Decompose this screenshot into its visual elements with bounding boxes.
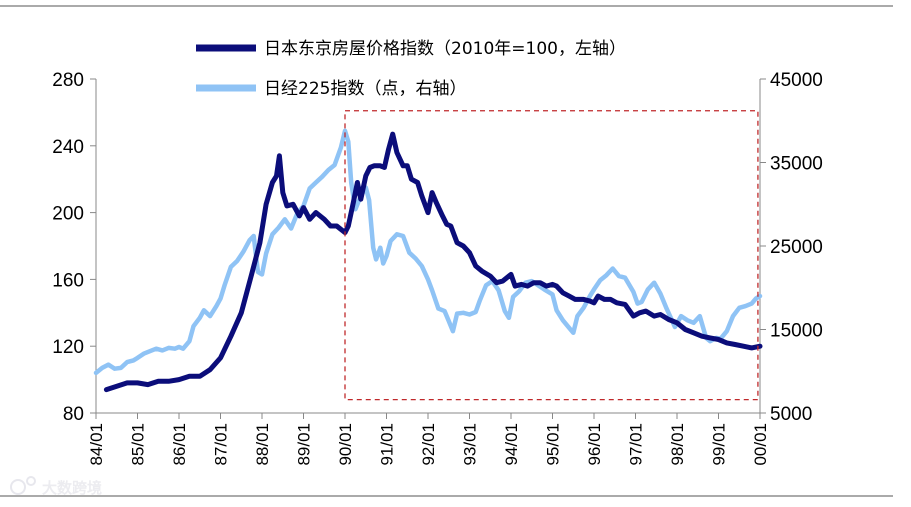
- x-axis-tick-label: 85/01: [129, 423, 148, 466]
- right-axis-tick-label: 35000: [770, 154, 823, 175]
- x-axis-tick-label: 87/01: [212, 423, 231, 466]
- watermark-logo-dot-icon: [26, 476, 36, 486]
- right-axis-tick-label: 15000: [770, 321, 823, 342]
- left-axis-tick-label: 240: [52, 137, 84, 158]
- x-axis-tick-label: 95/01: [544, 423, 563, 466]
- series-line-nikkei225: [93, 128, 763, 376]
- x-axis-tick-label: 96/01: [585, 423, 604, 466]
- right-axis-tick-label: 5000: [770, 404, 812, 425]
- right-axis-tick-label: 45000: [770, 70, 823, 91]
- watermark-text: 大数跨境: [42, 479, 102, 497]
- left-axis-tick-label: 120: [52, 337, 84, 358]
- x-axis-tick-label: 84/01: [87, 423, 106, 466]
- watermark-logo-icon: [10, 479, 26, 495]
- legend: 日本东京房屋价格指数（2010年=100，左轴） 日经225指数（点，右轴）: [196, 39, 626, 99]
- right-axis-tick-label: 25000: [770, 237, 823, 258]
- legend-label-nikkei225: 日经225指数（点，右轴）: [264, 79, 466, 99]
- x-axis-tick-label: 91/01: [378, 423, 397, 466]
- watermark: 大数跨境: [10, 476, 102, 497]
- x-axis-tick-label: 93/01: [461, 423, 480, 466]
- left-axis-tick-label: 200: [52, 204, 84, 225]
- left-axis-tick-label: 80: [63, 404, 84, 425]
- left-axis-tick-label: 280: [52, 70, 84, 91]
- x-axis-tick-label: 00/01: [751, 423, 770, 466]
- x-axis-tick-label: 86/01: [170, 423, 189, 466]
- legend-label-tokyo-housing: 日本东京房屋价格指数（2010年=100，左轴）: [264, 39, 626, 59]
- plot-area: [93, 110, 763, 401]
- x-axis-tick-label: 99/01: [710, 423, 729, 466]
- x-axis-tick-label: 88/01: [253, 423, 272, 466]
- x-axis-tick-label: 98/01: [668, 423, 687, 466]
- axes: 80 120 160 200 240 280 5000 15000 25000 35000 4500…: [52, 70, 823, 466]
- left-axis-tick-label: 160: [52, 270, 84, 291]
- x-axis-tick-label: 92/01: [419, 423, 438, 466]
- x-axis-tick-label: 97/01: [627, 423, 646, 466]
- x-axis-tick-label: 94/01: [502, 423, 521, 466]
- x-axis-tick-label: 90/01: [336, 423, 355, 466]
- x-axis-tick-label: 89/01: [295, 423, 314, 466]
- series-line-tokyo-housing: [103, 131, 763, 393]
- highlight-dashed-box: [344, 110, 759, 401]
